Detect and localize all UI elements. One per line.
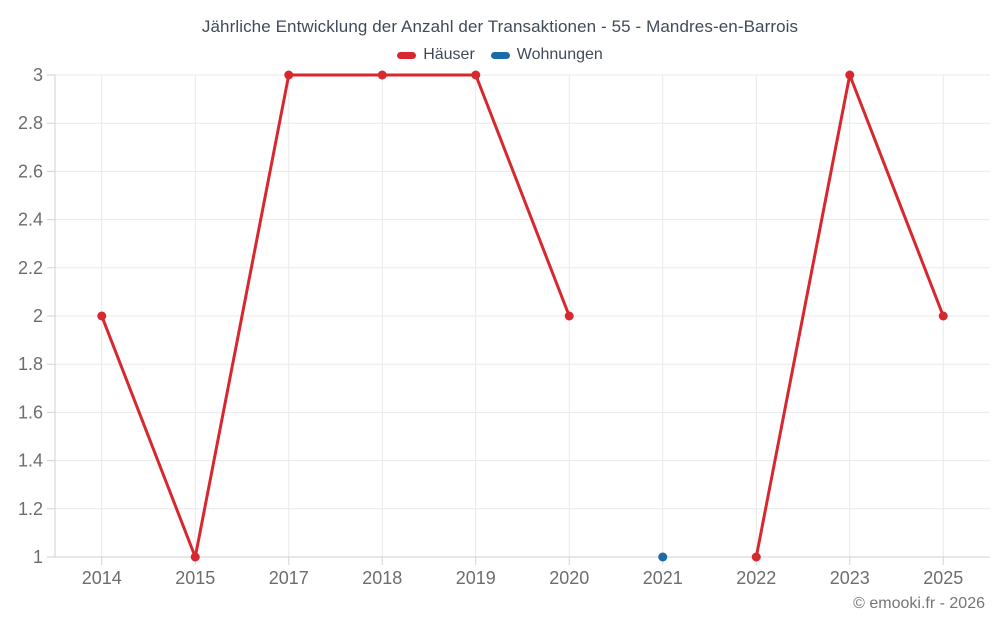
data-point[interactable] [938,311,948,321]
data-point[interactable] [377,70,387,80]
data-point[interactable] [564,311,574,321]
hauser-swatch-icon [397,51,417,59]
series-line [100,73,571,559]
y-tick-label: 1 [33,547,43,567]
axis-labels: 1 1.2 1.4 1.6 1.8 2 2.2 2.4 2.6 2.8 3 2014 2015 2017 2… [18,65,963,588]
y-tick-label: 3 [33,65,43,85]
legend-item-hauser[interactable]: Häuser [397,46,475,64]
data-point[interactable] [471,70,481,80]
legend-label-hauser: Häuser [423,46,475,63]
data-point[interactable] [97,311,107,321]
y-tick-label: 1.8 [18,354,43,374]
x-tick-label: 2025 [923,568,963,588]
y-tick-label: 2.4 [18,210,43,230]
x-tick-label: 2014 [82,568,122,588]
x-tick-label: 2022 [736,568,776,588]
wohnungen-swatch-icon [490,51,510,59]
legend: Häuser Wohnungen [0,46,1000,64]
gridlines [55,74,990,558]
y-tick-label: 1.4 [18,451,43,471]
y-tick-label: 1.2 [18,499,43,519]
footer-credit: © emooki.fr - 2026 [853,595,985,612]
axes [47,74,990,565]
y-tick-label: 2.2 [18,258,43,278]
data-point[interactable] [751,552,761,562]
series [658,552,668,562]
y-tick-label: 1.6 [18,402,43,422]
y-tick-label: 2 [33,306,43,326]
legend-item-wohnungen[interactable]: Wohnungen [490,46,603,64]
chart-title: Jährliche Entwicklung der Anzahl der Tra… [201,17,799,36]
y-tick-label: 2.8 [18,113,43,133]
x-tick-label: 2017 [269,568,309,588]
series [97,70,948,562]
x-tick-label: 2019 [456,568,496,588]
data-point[interactable] [190,552,200,562]
data-point[interactable] [284,70,294,80]
y-tick-label: 2.6 [18,161,43,181]
data-point[interactable] [845,70,855,80]
x-tick-label: 2015 [175,568,215,588]
x-tick-label: 2021 [643,568,683,588]
legend-label-wohnungen: Wohnungen [516,46,603,63]
x-tick-label: 2018 [362,568,402,588]
data-point[interactable] [658,552,668,562]
x-tick-label: 2023 [830,568,870,588]
x-tick-label: 2020 [549,568,589,588]
